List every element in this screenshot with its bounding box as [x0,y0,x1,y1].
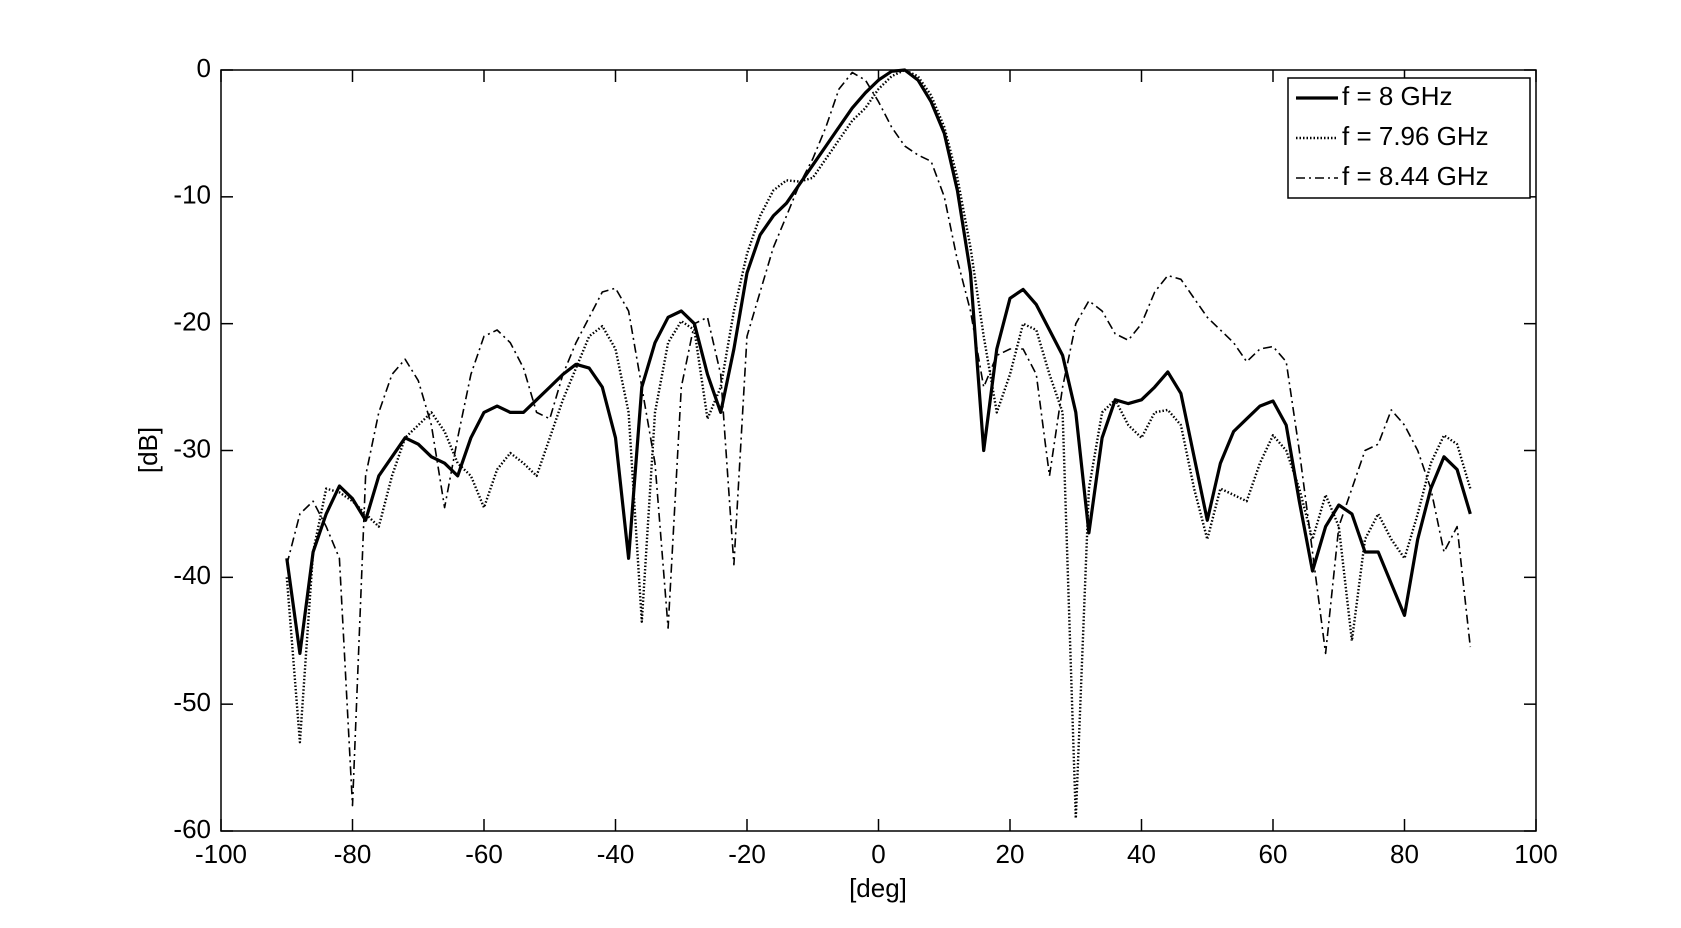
x-tick-label: 60 [1259,839,1288,869]
x-tick-label: -100 [195,839,247,869]
series-line [285,68,1472,820]
y-tick-label: 0 [197,53,211,83]
y-tick-label: -50 [173,687,211,717]
x-tick-label: 40 [1127,839,1156,869]
y-tick-label: -60 [173,814,211,844]
x-tick-label: 0 [871,839,885,869]
x-tick-label: -40 [597,839,635,869]
y-tick-label: -20 [173,307,211,337]
y-tick-label: -10 [173,180,211,210]
x-tick-label: -80 [334,839,372,869]
legend-label: f = 8 GHz [1342,81,1453,111]
x-tick-label: 20 [996,839,1025,869]
y-tick-label: -30 [173,433,211,463]
x-tick-label: -20 [728,839,766,869]
y-tick-label: -40 [173,560,211,590]
x-tick-label: 80 [1390,839,1419,869]
x-tick-label: -60 [465,839,503,869]
x-axis-label: [deg] [849,873,907,903]
y-axis-label: [dB] [133,427,163,473]
x-tick-label: 100 [1514,839,1557,869]
series-line [285,68,1472,655]
legend-label: f = 8.44 GHz [1342,161,1489,191]
legend-label: f = 7.96 GHz [1342,121,1489,151]
series-line [286,71,1472,807]
